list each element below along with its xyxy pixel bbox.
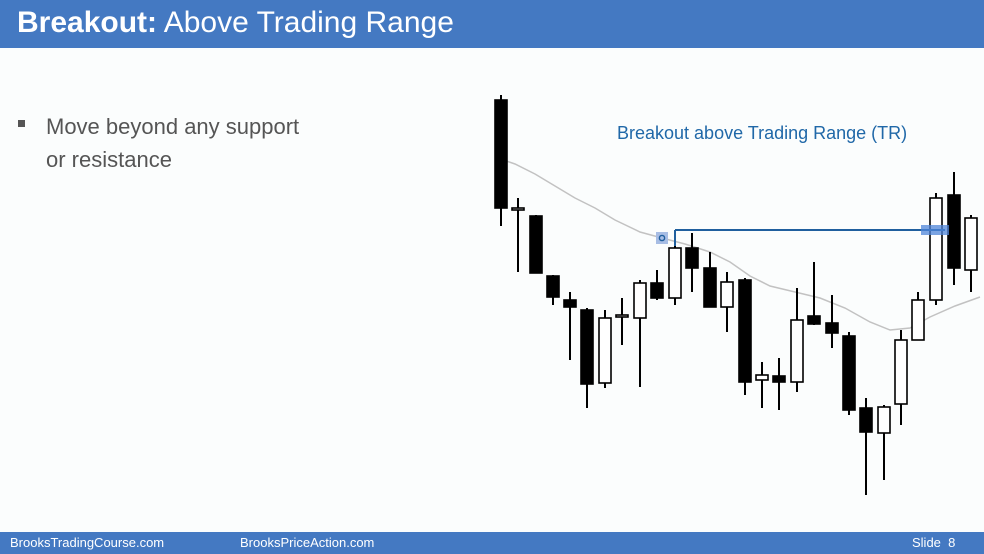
- candle-body: [738, 279, 752, 383]
- bull-candle: [911, 292, 925, 341]
- bull-candle: [755, 362, 769, 408]
- bull-candle: [511, 198, 525, 272]
- breakout-annotation: Breakout above Trading Range (TR): [617, 123, 907, 143]
- bear-candle: [738, 278, 752, 395]
- candle-body: [598, 317, 612, 384]
- slide-title-bold: Breakout:: [17, 6, 158, 39]
- bullet-text: Move beyond any support or resistance: [46, 114, 300, 172]
- bear-candle: [685, 233, 699, 292]
- bear-candle: [563, 292, 577, 360]
- candle-body: [755, 374, 769, 381]
- candle-body: [859, 407, 873, 433]
- bull-candle: [615, 298, 629, 345]
- slide-label: Slide: [912, 535, 941, 550]
- bull-candle: [790, 288, 804, 392]
- candle-body: [911, 299, 925, 341]
- candle-body: [929, 197, 943, 301]
- candle-body: [807, 315, 821, 325]
- bull-candle: [720, 272, 734, 332]
- candle-body: [511, 207, 525, 211]
- candle-body: [546, 275, 560, 298]
- bear-candle: [580, 308, 594, 408]
- candle-body: [685, 247, 699, 269]
- bull-candle: [598, 310, 612, 388]
- candle-body: [842, 335, 856, 411]
- candle-body: [494, 99, 508, 209]
- bull-candle: [877, 405, 891, 480]
- candlestick-series: [494, 95, 978, 495]
- bear-candle: [772, 358, 786, 410]
- candle-body: [894, 339, 908, 405]
- candle-body: [947, 194, 961, 269]
- footer: BrooksTradingCourse.com BrooksPriceActio…: [0, 532, 984, 554]
- bear-candle: [650, 270, 664, 300]
- bear-candle: [947, 172, 961, 285]
- slide-number-value: 8: [948, 535, 956, 550]
- breakout-highlight: [921, 225, 949, 235]
- bear-candle: [494, 95, 508, 226]
- square-bullet-icon: [18, 120, 25, 127]
- bull-candle: [894, 330, 908, 425]
- candle-body: [790, 319, 804, 383]
- bull-candle: [929, 193, 943, 305]
- candle-body: [964, 217, 978, 271]
- bear-candle: [529, 215, 543, 274]
- moving-average-line: [494, 156, 981, 331]
- candle-body: [529, 215, 543, 274]
- slide-number: Slide 8: [912, 532, 955, 554]
- candle-body: [668, 247, 682, 299]
- bear-candle: [703, 252, 717, 308]
- resistance-start-marker: [656, 232, 668, 244]
- candle-body: [633, 282, 647, 319]
- bear-candle: [842, 332, 856, 415]
- candle-body: [877, 406, 891, 434]
- bear-candle: [807, 262, 821, 325]
- bear-candle: [859, 398, 873, 495]
- resistance-start-dot: [658, 234, 666, 242]
- slide-title: Breakout: Above Trading Range: [17, 3, 454, 43]
- candle-body: [580, 309, 594, 385]
- title-bar: Breakout: Above Trading Range: [0, 0, 984, 48]
- bull-candle: [964, 215, 978, 292]
- candle-body: [615, 314, 629, 318]
- candle-body: [772, 375, 786, 383]
- slide-title-rest: Above Trading Range: [157, 6, 454, 39]
- candle-body: [825, 322, 839, 334]
- bull-candle: [633, 280, 647, 387]
- candle-body: [650, 282, 664, 299]
- footer-link-brookstradingcourse[interactable]: BrooksTradingCourse.com: [10, 535, 165, 550]
- bear-candle: [546, 275, 560, 305]
- bear-candle: [825, 295, 839, 348]
- candle-body: [563, 299, 577, 308]
- footer-link-brookspriceaction[interactable]: BrooksPriceAction.com: [240, 535, 375, 550]
- candle-body: [720, 281, 734, 308]
- candle-body: [703, 267, 717, 308]
